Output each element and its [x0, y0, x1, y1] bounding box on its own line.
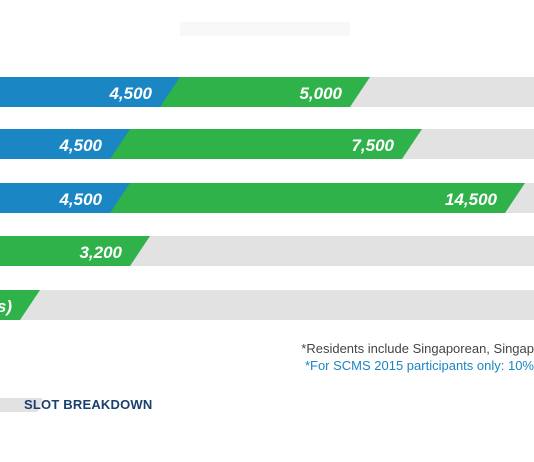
- blue-bar-label: 4,500: [108, 84, 152, 103]
- green-bar: [0, 290, 40, 320]
- blue-bar: [0, 183, 130, 213]
- blue-bar: [0, 77, 180, 107]
- bar-chart: 4,500 5,000 4,500 7,500 4,500 14,500 3,200 s): [0, 77, 534, 320]
- scms-footnote: *For SCMS 2015 participants only: 10%: [304, 358, 534, 373]
- blue-bar-label: 4,500: [58, 190, 102, 209]
- legend-label: SLOT BREAKDOWN: [24, 397, 153, 412]
- green-bar-label: 5,000: [299, 84, 342, 103]
- green-bar-label: 14,500: [445, 190, 498, 209]
- green-bar-label: 3,200: [79, 243, 122, 262]
- green-bar-label: 7,500: [351, 136, 394, 155]
- green-bar-label: s): [0, 297, 12, 316]
- legend: SLOT BREAKDOWN: [0, 394, 200, 420]
- blue-bar-label: 4,500: [58, 136, 102, 155]
- title-placeholder: [180, 22, 350, 36]
- residents-footnote: *Residents include Singaporean, Singap: [301, 341, 534, 356]
- green-bar: [0, 183, 525, 213]
- track-bar: [0, 290, 534, 320]
- blue-bar: [0, 129, 130, 159]
- green-bar: [0, 236, 150, 266]
